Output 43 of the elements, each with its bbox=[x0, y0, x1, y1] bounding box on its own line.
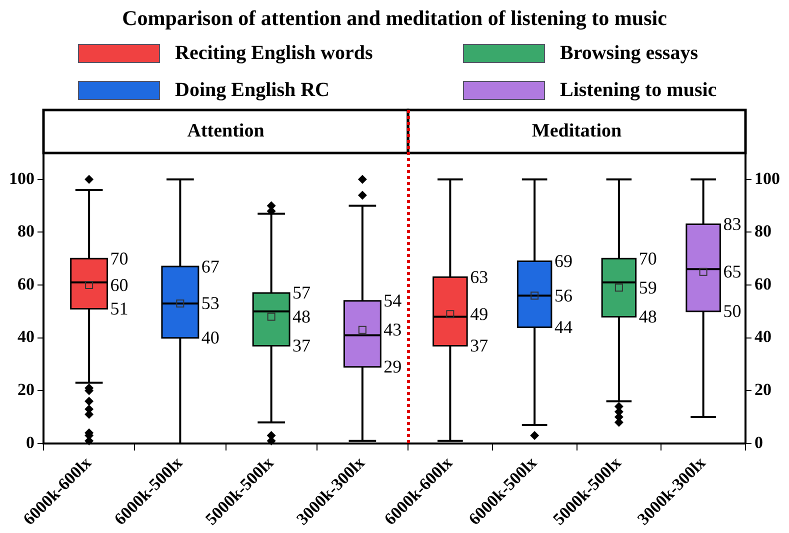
annotation: 67 bbox=[201, 256, 220, 276]
y-tick-label: 0 bbox=[26, 432, 34, 452]
y-tick-label: 20 bbox=[754, 380, 772, 400]
annotation: 83 bbox=[723, 214, 742, 234]
annotation: 63 bbox=[470, 266, 488, 287]
y-tick-label: 0 bbox=[754, 432, 763, 452]
annotation: 56 bbox=[554, 285, 572, 306]
annotation: 48 bbox=[292, 306, 311, 326]
chart-subtitle: Meditation bbox=[532, 120, 622, 142]
legend-label: Browsing essays bbox=[560, 42, 698, 65]
annotation: 40 bbox=[201, 328, 220, 348]
y-tick-label: 60 bbox=[18, 274, 34, 294]
annotation: 57 bbox=[292, 282, 311, 303]
annotation: 49 bbox=[470, 304, 488, 324]
annotation: 43 bbox=[384, 320, 402, 340]
y-tick-label: 40 bbox=[754, 327, 772, 346]
annotation: 51 bbox=[110, 298, 128, 319]
legend-label: Reciting English words bbox=[175, 42, 373, 65]
y-tick-label: 80 bbox=[18, 222, 34, 241]
annotation: 70 bbox=[110, 248, 128, 268]
annotation: 60 bbox=[110, 274, 128, 295]
annotation: 37 bbox=[470, 335, 488, 356]
annotation: 50 bbox=[723, 301, 742, 322]
annotation: 69 bbox=[554, 251, 572, 271]
legend-label: Listening to music bbox=[560, 79, 717, 102]
annotation: 65 bbox=[723, 262, 742, 282]
annotation: 48 bbox=[638, 306, 657, 326]
annotation: 29 bbox=[384, 356, 402, 377]
y-tick-label: 60 bbox=[754, 274, 772, 294]
y-tick-label: 100 bbox=[9, 168, 34, 188]
y-tick-label: 40 bbox=[18, 327, 34, 346]
annotation: 70 bbox=[638, 248, 657, 268]
chart-subtitle: Attention bbox=[187, 120, 265, 142]
y-tick-label: 100 bbox=[754, 168, 780, 188]
annotation: 37 bbox=[292, 335, 311, 356]
annotation: 54 bbox=[384, 290, 402, 311]
legend-label: Doing English RC bbox=[175, 79, 330, 102]
y-tick-label: 20 bbox=[18, 380, 34, 400]
annotation: 59 bbox=[638, 277, 657, 298]
chart-title: Comparison of attention and meditation of listening to music bbox=[121, 6, 668, 31]
annotation: 53 bbox=[201, 293, 220, 314]
y-tick-label: 80 bbox=[754, 222, 772, 241]
annotation: 44 bbox=[554, 317, 572, 338]
